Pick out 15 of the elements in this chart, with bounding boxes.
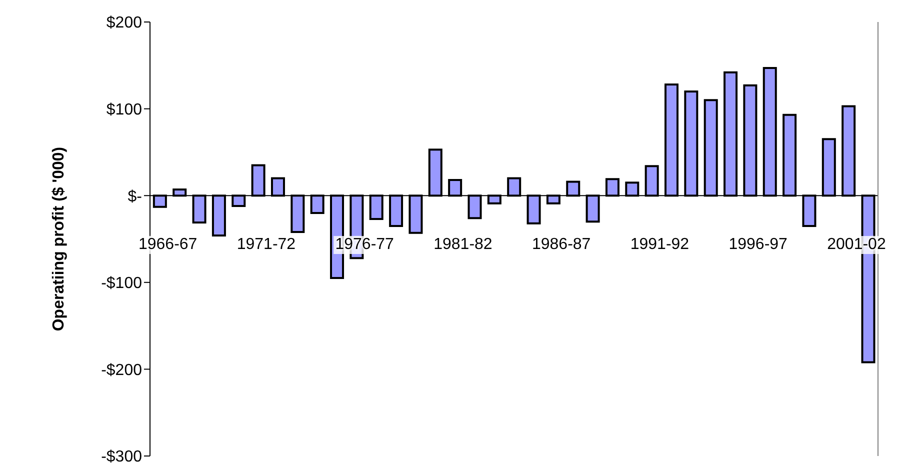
- y-tick-label: -$100: [101, 275, 142, 292]
- y-tick-label: $-: [128, 188, 142, 206]
- x-tick-label: 1976-77: [333, 236, 396, 254]
- x-tick-label: 1991-92: [628, 236, 692, 254]
- y-tick-label: $100: [106, 101, 142, 118]
- x-tick-label: 2001-02: [825, 236, 888, 254]
- x-tick-label: 1981-82: [432, 236, 494, 254]
- x-tick-label: 1966-67: [136, 236, 200, 254]
- x-tick-label: 1996-97: [726, 236, 790, 254]
- y-axis-title: Operatiing profit ($ '000): [50, 146, 68, 332]
- x-tick-label: 1971-72: [234, 236, 298, 254]
- y-tick-label: -$200: [101, 362, 142, 379]
- x-tick-label: 1986-87: [530, 236, 593, 254]
- y-tick-label: $200: [106, 14, 142, 32]
- y-tick-label: -$300: [101, 448, 142, 464]
